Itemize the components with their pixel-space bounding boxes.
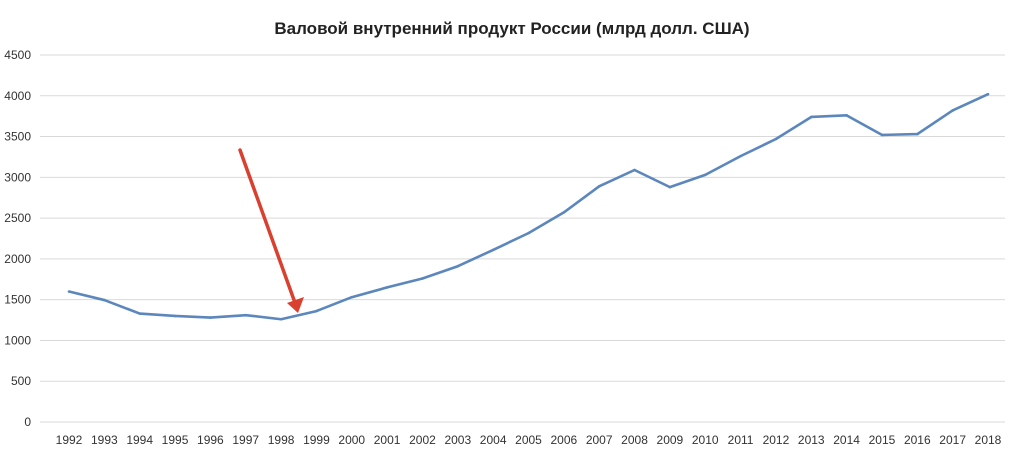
- data-point-1993: [103, 298, 106, 302]
- data-point-1995: [173, 314, 177, 318]
- data-point-2010: [703, 173, 707, 177]
- data-point-2005: [527, 231, 530, 235]
- x-tick-label: 2001: [374, 433, 401, 447]
- data-point-2016: [916, 132, 919, 136]
- data-point-2000: [350, 295, 354, 299]
- data-point-1992: [67, 290, 71, 293]
- red-arrow-annotation: [238, 148, 304, 313]
- x-tick-label: 2012: [763, 433, 790, 447]
- x-tick-label: 2017: [939, 433, 966, 447]
- y-tick-label: 3000: [4, 170, 31, 184]
- arrow-shaft: [238, 148, 296, 302]
- x-tick-label: 2008: [621, 433, 648, 447]
- series-line: [68, 92, 989, 321]
- data-point-2014: [845, 114, 848, 117]
- data-point-2002: [421, 277, 424, 280]
- y-tick-label: 3500: [4, 130, 31, 144]
- data-point-2006: [562, 211, 566, 214]
- y-tick-label: 1000: [4, 333, 31, 347]
- x-tick-label: 1995: [162, 433, 189, 447]
- y-tick-label: 1500: [4, 293, 31, 307]
- data-point-2001: [385, 286, 389, 289]
- y-axis-ticks: 0 500 1000 1500 2000 2500 3000 3500 4000 4500: [4, 48, 31, 429]
- data-point-2009: [668, 185, 672, 189]
- x-tick-label: 1993: [91, 433, 118, 447]
- y-tick-label: 4500: [4, 48, 31, 62]
- x-tick-label: 2005: [515, 433, 542, 447]
- x-tick-label: 2011: [728, 433, 754, 447]
- x-tick-label: 2013: [798, 433, 825, 447]
- data-point-2003: [456, 264, 460, 268]
- x-tick-label: 2004: [480, 433, 507, 447]
- x-tick-label: 1994: [126, 433, 153, 447]
- arrow-head-icon: [287, 297, 304, 313]
- x-tick-label: 2003: [444, 433, 471, 447]
- x-tick-label: 2002: [409, 433, 436, 447]
- y-tick-label: 2000: [4, 252, 31, 266]
- data-point-2007: [597, 185, 601, 188]
- series-group: [67, 92, 990, 321]
- x-tick-label: 2009: [657, 433, 684, 447]
- data-point-1999: [315, 309, 318, 313]
- y-tick-label: 2500: [4, 211, 31, 225]
- data-point-2011: [739, 154, 742, 158]
- x-tick-label: 2018: [975, 433, 1002, 447]
- x-tick-label: 1997: [232, 433, 259, 447]
- annotation-group: [238, 148, 304, 313]
- data-point-2018: [986, 92, 990, 96]
- data-point-2004: [491, 248, 495, 252]
- x-tick-label: 2006: [550, 433, 577, 447]
- y-tick-label: 4000: [4, 89, 31, 103]
- x-axis-ticks: 1992 1993 1994 1995 1996 1997 1998 1999 2000 2001…: [56, 433, 1002, 447]
- data-point-1996: [209, 316, 212, 319]
- data-point-2008: [633, 168, 636, 172]
- data-point-1997: [244, 313, 248, 317]
- data-point-1994: [138, 312, 141, 315]
- x-tick-label: 2016: [904, 433, 931, 447]
- x-tick-label: 1992: [56, 433, 83, 447]
- y-tick-label: 0: [24, 415, 31, 429]
- y-tick-label: 500: [11, 374, 31, 388]
- x-tick-label: 1996: [197, 433, 224, 447]
- x-tick-label: 1998: [268, 433, 295, 447]
- x-tick-label: 2010: [692, 433, 719, 447]
- x-tick-label: 2007: [586, 433, 613, 447]
- x-tick-label: 2014: [833, 433, 860, 447]
- data-point-2017: [951, 109, 954, 112]
- data-point-2013: [809, 115, 813, 119]
- gridlines: [40, 54, 1005, 423]
- data-point-2015: [880, 133, 884, 137]
- x-tick-label: 2000: [338, 433, 365, 447]
- chart-title: Валовой внутренний продукт России (млрд …: [274, 19, 749, 38]
- data-point-2012: [774, 137, 778, 141]
- x-tick-label: 1999: [303, 433, 330, 447]
- data-point-1998: [279, 317, 283, 321]
- x-tick-label: 2015: [869, 433, 896, 447]
